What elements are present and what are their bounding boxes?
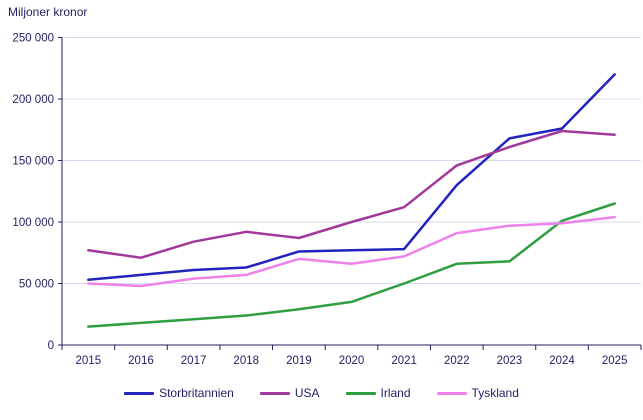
legend-label-irland: Irland	[380, 386, 411, 400]
chart-title: Miljoner kronor	[8, 5, 88, 19]
x-axis-label: 2018	[233, 355, 259, 367]
legend-swatch-storbritannien	[124, 391, 155, 395]
series-line-tyskland	[87, 215, 616, 288]
line-chart-canvas: 0 50 000 100 000 150 000 200 000 250 000 2015 2…	[12, 33, 642, 367]
series-line-irland	[87, 202, 616, 328]
x-axis-label: 2022	[444, 355, 470, 367]
legend: Storbritannien USA Irland Tyskland	[0, 386, 643, 400]
x-axis-label: 2021	[391, 355, 417, 367]
legend-item-usa: USA	[259, 386, 320, 400]
legend-swatch-irland	[345, 391, 376, 395]
legend-label-usa: USA	[294, 386, 320, 400]
legend-label-tyskland: Tyskland	[471, 386, 519, 400]
y-axis-label: 100 000	[12, 217, 54, 229]
x-axis-label: 2015	[76, 355, 102, 367]
y-axis-label: 150 000	[12, 156, 54, 168]
y-axis-label: 50 000	[19, 279, 54, 291]
legend-swatch-tyskland	[436, 391, 467, 395]
legend-swatch-usa	[259, 391, 290, 395]
x-axis-label: 2016	[128, 355, 154, 367]
x-axis-label: 2020	[339, 355, 365, 367]
legend-item-irland: Irland	[345, 386, 411, 400]
x-axis-label: 2017	[181, 355, 207, 367]
legend-label-storbritannien: Storbritannien	[159, 386, 234, 400]
y-axis-label: 200 000	[12, 94, 54, 106]
x-axis-label: 2019	[286, 355, 312, 367]
x-axis-label: 2023	[497, 355, 523, 367]
x-axis-label: 2024	[549, 355, 575, 367]
series-line-usa	[87, 129, 616, 259]
x-axis-label: 2025	[602, 355, 628, 367]
y-axis-label: 250 000	[12, 33, 54, 45]
legend-item-storbritannien: Storbritannien	[124, 386, 234, 400]
y-axis-label: 0	[48, 340, 54, 352]
series-line-storbritannien	[87, 73, 616, 282]
legend-item-tyskland: Tyskland	[436, 386, 519, 400]
